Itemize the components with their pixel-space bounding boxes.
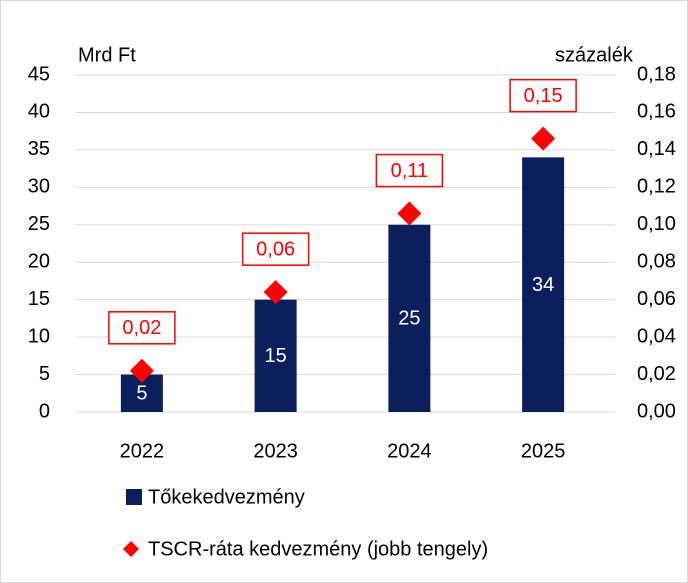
bar-value-label: 15 bbox=[265, 345, 287, 367]
bar-value-label: 34 bbox=[532, 274, 554, 296]
y-tick-label: 25 bbox=[28, 213, 50, 235]
value-label-box bbox=[375, 153, 444, 188]
bar-value-label: 25 bbox=[398, 308, 420, 330]
x-tick-label: 2024 bbox=[387, 440, 432, 462]
bar bbox=[388, 224, 431, 412]
marker-value-label: 0,06 bbox=[256, 238, 295, 260]
diamond-marker bbox=[397, 201, 422, 226]
legend-label: TSCR-ráta kedvezmény (jobb tengely) bbox=[148, 538, 488, 560]
y-tick-label: 45 bbox=[28, 63, 50, 85]
y2-tick-label: 0,10 bbox=[637, 213, 676, 235]
marker-value-label: 0,15 bbox=[524, 85, 563, 107]
y2-tick-label: 0,18 bbox=[637, 63, 676, 85]
y-tick-label: 20 bbox=[28, 251, 50, 273]
x-tick-label: 2025 bbox=[521, 440, 566, 462]
legend-swatch bbox=[123, 541, 139, 557]
y-tick-label: 5 bbox=[39, 363, 50, 385]
bar-value-label: 5 bbox=[136, 383, 147, 405]
y-tick-label: 0 bbox=[39, 400, 50, 422]
y-axis-label: Mrd Ft bbox=[78, 44, 136, 66]
y2-tick-label: 0,14 bbox=[637, 138, 676, 160]
diamond-marker bbox=[531, 126, 556, 151]
y2-axis-label: százalék bbox=[555, 44, 634, 66]
y-tick-label: 10 bbox=[28, 325, 50, 347]
y2-tick-label: 0,12 bbox=[637, 176, 676, 198]
bar bbox=[254, 299, 297, 412]
value-label-box bbox=[509, 78, 577, 113]
y2-tick-label: 0,16 bbox=[637, 101, 676, 123]
value-label-box bbox=[108, 311, 176, 345]
y2-tick-label: 0,08 bbox=[637, 251, 676, 273]
y2-tick-label: 0,02 bbox=[637, 363, 676, 385]
value-label-box bbox=[241, 232, 310, 266]
y2-tick-label: 0,00 bbox=[637, 400, 676, 422]
legend-swatch bbox=[126, 489, 142, 505]
x-tick-label: 2022 bbox=[120, 440, 165, 462]
legend-label: Tőkekedvezmény bbox=[148, 486, 305, 508]
y-tick-label: 15 bbox=[28, 288, 50, 310]
y-tick-label: 30 bbox=[28, 176, 50, 198]
y2-tick-label: 0,06 bbox=[637, 288, 676, 310]
marker-value-label: 0,11 bbox=[391, 160, 428, 182]
marker-value-label: 0,02 bbox=[122, 317, 161, 339]
x-tick-label: 2023 bbox=[253, 440, 298, 462]
y-tick-label: 35 bbox=[28, 138, 50, 160]
y2-tick-label: 0,04 bbox=[637, 325, 676, 347]
y-tick-label: 40 bbox=[28, 101, 50, 123]
diamond-marker bbox=[129, 358, 154, 383]
diamond-marker bbox=[263, 280, 288, 305]
bar bbox=[522, 157, 565, 412]
